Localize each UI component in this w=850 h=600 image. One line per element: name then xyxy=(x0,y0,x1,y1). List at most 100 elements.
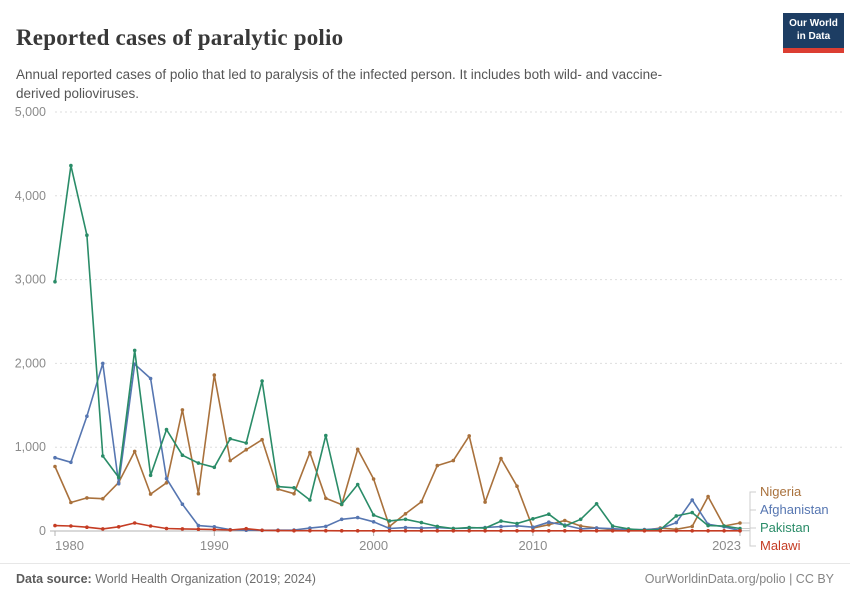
series-line xyxy=(54,164,741,531)
data-point xyxy=(132,348,137,353)
x-axis-label: 2023 xyxy=(712,538,741,553)
data-point xyxy=(738,529,742,533)
data-point xyxy=(547,529,551,533)
data-point xyxy=(196,523,201,528)
x-axis-label: 2010 xyxy=(518,538,547,553)
legend-item-pakistan[interactable]: Pakistan xyxy=(760,520,810,535)
data-point xyxy=(308,526,312,530)
data-point xyxy=(690,524,694,529)
data-point xyxy=(403,517,408,522)
data-point xyxy=(515,521,519,526)
data-point xyxy=(276,528,280,533)
data-point xyxy=(674,529,679,533)
data-point xyxy=(180,453,185,458)
data-point xyxy=(690,510,694,515)
data-point xyxy=(706,529,710,533)
data-point xyxy=(148,492,153,496)
data-point xyxy=(228,437,232,441)
data-point xyxy=(578,529,583,533)
data-point xyxy=(132,521,137,525)
data-point xyxy=(435,463,440,468)
data-point xyxy=(355,482,360,487)
data-point xyxy=(244,441,248,445)
data-point xyxy=(594,502,599,506)
chart-subtitle: Annual reported cases of polio that led … xyxy=(16,66,663,101)
attribution[interactable]: OurWorldinData.org/polio | CC BY xyxy=(644,572,834,586)
data-point xyxy=(116,475,121,480)
data-point xyxy=(101,454,105,458)
data-point xyxy=(563,518,567,523)
data-point xyxy=(674,514,679,518)
data-point xyxy=(324,496,328,501)
series-line xyxy=(54,522,740,532)
owid-logo[interactable]: Our World in Data xyxy=(783,13,844,53)
data-point xyxy=(276,487,280,491)
data-point xyxy=(292,486,296,490)
data-point xyxy=(371,529,376,533)
legend-connector xyxy=(742,530,756,547)
series-malawi xyxy=(53,521,742,533)
x-axis-label: 1990 xyxy=(200,538,229,553)
data-point xyxy=(339,517,344,522)
data-point xyxy=(547,512,551,516)
data-source: Data source: World Health Organization (… xyxy=(16,572,316,586)
data-point xyxy=(610,529,615,533)
data-point xyxy=(578,517,583,522)
y-axis-label: 0 xyxy=(39,524,46,538)
data-point xyxy=(85,414,89,419)
data-point xyxy=(419,526,424,530)
data-point xyxy=(308,450,312,455)
data-point xyxy=(101,361,105,366)
data-point xyxy=(69,163,73,168)
series-nigeria xyxy=(53,373,742,533)
data-point xyxy=(371,477,376,481)
legend-connector xyxy=(742,527,756,529)
data-point xyxy=(451,458,456,463)
data-point xyxy=(499,524,503,529)
data-point xyxy=(563,524,567,528)
data-point xyxy=(308,528,312,533)
data-point xyxy=(69,460,73,465)
data-point xyxy=(148,376,153,381)
data-point xyxy=(642,529,647,533)
data-point xyxy=(706,494,710,499)
y-axis-label: 1,000 xyxy=(15,440,46,454)
data-point xyxy=(499,529,503,533)
data-point xyxy=(722,524,726,528)
data-point xyxy=(116,525,121,529)
y-axis-label: 3,000 xyxy=(15,273,46,287)
data-point xyxy=(483,526,487,530)
data-point xyxy=(292,528,296,533)
data-point xyxy=(148,524,153,528)
legend-item-malawi[interactable]: Malawi xyxy=(760,538,801,553)
data-point xyxy=(324,433,328,438)
x-axis-label: 1980 xyxy=(55,538,84,553)
data-point xyxy=(69,500,73,505)
data-point xyxy=(738,521,742,525)
legend-item-nigeria[interactable]: Nigeria xyxy=(760,484,802,499)
data-point xyxy=(244,447,248,452)
data-point xyxy=(451,529,456,533)
data-point xyxy=(355,529,360,533)
data-point xyxy=(180,527,185,531)
data-point xyxy=(403,512,408,516)
data-point xyxy=(164,476,169,481)
data-point xyxy=(467,434,472,438)
data-point xyxy=(547,520,551,524)
legend-item-afghanistan[interactable]: Afghanistan xyxy=(760,502,829,517)
data-point xyxy=(467,525,472,530)
data-point xyxy=(467,529,472,533)
data-point xyxy=(674,520,679,525)
data-point xyxy=(164,427,169,432)
data-point xyxy=(578,524,583,528)
legend-connector xyxy=(742,491,756,524)
data-point xyxy=(594,526,599,530)
series-line xyxy=(54,362,741,532)
data-point xyxy=(212,525,217,529)
data-point xyxy=(53,523,57,528)
data-point xyxy=(435,524,440,529)
data-point xyxy=(626,529,631,533)
chart-footer: Data source: World Health Organization (… xyxy=(0,563,850,600)
data-point xyxy=(515,529,519,533)
